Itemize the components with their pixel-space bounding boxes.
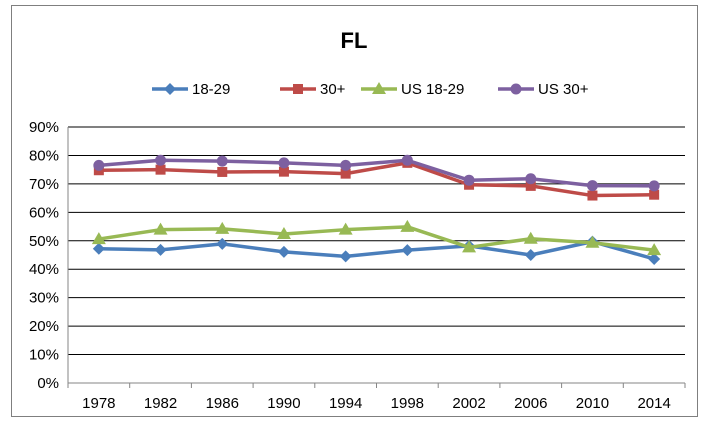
series-line [98, 239, 655, 261]
y-tick-label: 0% [37, 375, 59, 392]
data-point [401, 154, 413, 166]
data-point [217, 166, 228, 177]
data-point [276, 226, 291, 239]
legend-marker [293, 84, 303, 94]
legend-marker [372, 82, 386, 94]
gridlines [68, 126, 685, 384]
data-point [463, 174, 475, 186]
y-axis: 0% 10% 20% 30% 40% 50% 60% 70% 80% 90% [29, 119, 69, 392]
series-us-30plus [93, 154, 660, 192]
data-point [155, 154, 167, 166]
data-point [649, 189, 660, 200]
legend-item: 18-29 [152, 81, 230, 98]
data-point [400, 219, 415, 232]
data-point [93, 159, 105, 171]
y-tick-label: 90% [29, 119, 59, 136]
series-group [91, 154, 662, 265]
y-tick-label: 80% [29, 147, 59, 164]
series-us-18-29 [91, 219, 662, 256]
x-tick-label: 2014 [637, 395, 670, 412]
data-point [155, 164, 166, 175]
data-point [216, 155, 228, 167]
chart-title: FL [341, 28, 368, 53]
x-tick-label: 1990 [267, 395, 300, 412]
data-point [525, 180, 536, 191]
data-point [92, 242, 105, 255]
series-line [98, 225, 655, 252]
x-tick-label: 1994 [329, 395, 362, 412]
y-tick-label: 40% [29, 261, 59, 278]
data-point [91, 232, 106, 245]
series-line [98, 161, 655, 198]
legend-label: US 30+ [538, 81, 589, 98]
series-line [98, 158, 655, 188]
legend: 18-29 30+ US 18-29 US 30+ [152, 81, 589, 98]
x-tick-label: 2006 [514, 395, 547, 412]
data-point [524, 249, 537, 261]
series-18-29 [92, 235, 661, 265]
legend-item: US 30+ [498, 81, 589, 98]
y-tick-label: 30% [29, 290, 59, 307]
legend-item: 30+ [280, 81, 346, 98]
data-point [648, 180, 660, 192]
legend-label: 18-29 [192, 81, 230, 98]
data-point [586, 180, 598, 192]
data-point [339, 250, 352, 263]
x-tick-label: 2010 [576, 395, 609, 412]
data-point [648, 252, 661, 265]
legend-label: US 18-29 [401, 81, 464, 98]
data-point [154, 243, 167, 256]
data-point [278, 166, 289, 177]
legend-marker [164, 83, 176, 95]
data-point [340, 168, 351, 179]
y-tick-label: 10% [29, 347, 59, 364]
legend-label: 30+ [320, 81, 346, 98]
data-point [153, 222, 168, 235]
data-point [585, 235, 600, 248]
data-point [277, 245, 290, 258]
legend-item: US 18-29 [361, 81, 464, 98]
data-point [523, 231, 538, 244]
y-tick-label: 50% [29, 233, 59, 250]
legend-marker [510, 83, 522, 95]
y-tick-label: 20% [29, 318, 59, 335]
x-axis: 1978 1982 1986 1990 1994 1998 2002 2006 2010 2014 [67, 383, 686, 412]
data-point [340, 159, 352, 171]
x-tick-label: 1998 [391, 395, 424, 412]
y-tick-label: 60% [29, 204, 59, 221]
data-point [647, 243, 662, 256]
data-point [401, 244, 414, 257]
data-point [215, 221, 230, 234]
y-tick-label: 70% [29, 176, 59, 193]
x-tick-label: 2002 [452, 395, 485, 412]
x-tick-label: 1986 [206, 395, 239, 412]
x-tick-label: 1982 [144, 395, 177, 412]
data-point [338, 222, 353, 235]
chart-frame [11, 5, 698, 417]
x-tick-label: 1978 [82, 395, 115, 412]
data-point [525, 173, 537, 185]
data-point [216, 237, 229, 250]
data-point [462, 240, 477, 253]
data-point [587, 190, 598, 201]
data-point [278, 157, 290, 169]
